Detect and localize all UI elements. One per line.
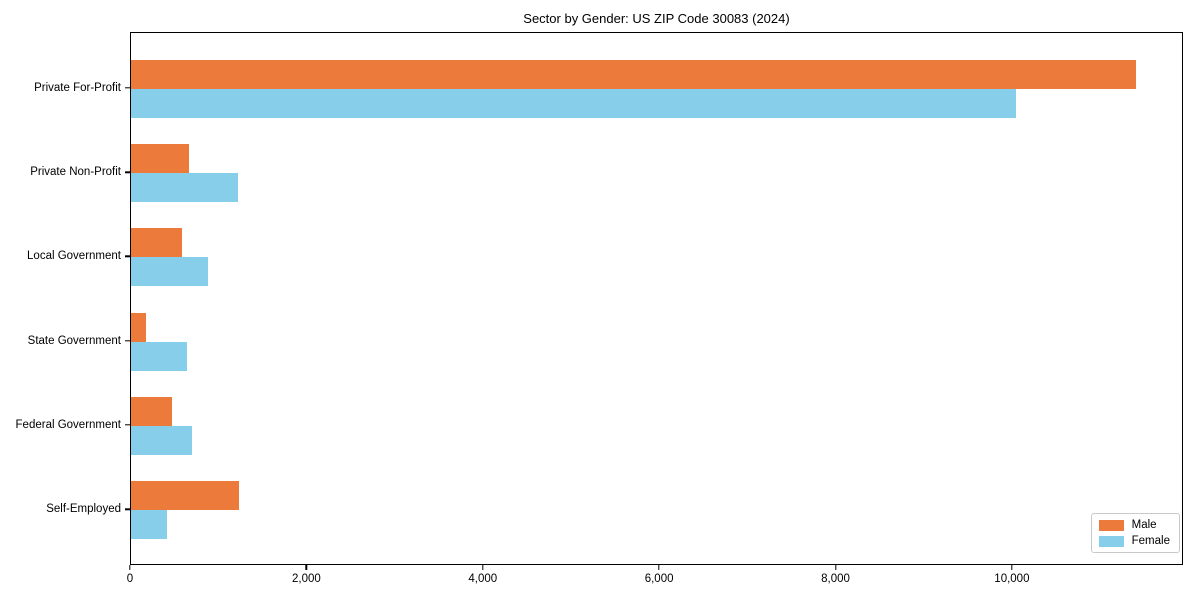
legend-swatch-female: [1098, 535, 1124, 547]
bar-male-2: [131, 144, 190, 174]
x-axis-tick-label: 2,000: [292, 573, 321, 585]
x-axis-tick-label: 6,000: [644, 573, 674, 585]
y-axis-tick: [125, 171, 130, 173]
bar-female-4: [131, 341, 187, 371]
y-axis-category-label: State Government: [27, 334, 121, 347]
x-axis-tick-label: 10,000: [994, 573, 1030, 585]
x-axis-tick: [658, 565, 660, 570]
bar-male-4: [131, 312, 146, 342]
y-axis-category-label: Private For-Profit: [34, 82, 121, 94]
x-axis-tick: [305, 565, 308, 570]
legend-entry-male: Male: [1098, 519, 1170, 531]
y-axis-category-label: Federal Government: [15, 418, 121, 431]
bar-female-2: [131, 173, 238, 203]
bar-male-5: [131, 396, 172, 426]
x-axis-tick: [129, 565, 131, 570]
y-axis-category-label: Local Government: [27, 250, 121, 263]
y-axis-category-label: Self-Employed: [46, 503, 121, 516]
x-axis: 0 2,000 4,000 6,000 8,000 10,000: [126, 565, 1183, 595]
chart-title: Sector by Gender: US ZIP Code 30083 (202…: [523, 11, 790, 26]
bar-female-1: [131, 89, 1016, 118]
y-axis-tick: [125, 508, 130, 510]
y-axis-category-label: Private Non-Profit: [30, 166, 121, 179]
bar-male-3: [131, 228, 183, 258]
legend: Male Female: [1090, 513, 1180, 553]
y-axis-tick: [125, 339, 130, 342]
bar-male-6: [131, 481, 239, 511]
x-axis-tick-label: 8,000: [821, 573, 850, 585]
legend-label: Female: [1131, 535, 1170, 547]
bar-female-3: [131, 257, 208, 287]
legend-label: Male: [1131, 519, 1157, 531]
plot-area: [130, 32, 1183, 565]
bar-male-1: [131, 60, 1137, 89]
y-axis-tick: [125, 424, 130, 426]
y-axis-category-labels: Private For-Profit Private Non-Profit Loca…: [0, 32, 121, 565]
y-axis-tick: [125, 255, 130, 258]
x-axis-tick: [1011, 565, 1013, 570]
legend-swatch-male: [1098, 519, 1124, 531]
bar-female-5: [131, 425, 192, 455]
x-axis-tick: [482, 565, 484, 570]
x-axis-tick-label: 4,000: [468, 573, 498, 585]
y-axis-tick: [125, 87, 130, 89]
legend-entry-female: Female: [1098, 535, 1170, 547]
x-axis-tick-label: 0: [126, 573, 134, 585]
bar-female-6: [131, 510, 168, 540]
x-axis-tick: [834, 565, 837, 570]
